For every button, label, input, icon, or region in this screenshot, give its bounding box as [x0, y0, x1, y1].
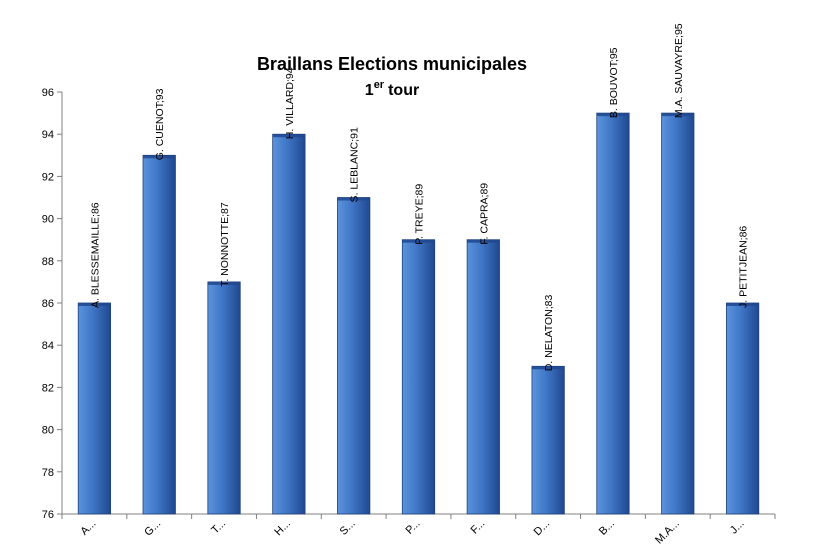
subtitle-superscript: er	[374, 79, 385, 91]
bar	[272, 133, 306, 515]
data-label: G. CUENOT;93	[154, 88, 166, 160]
bar	[661, 112, 695, 515]
bar	[77, 302, 112, 515]
y-tick-label: 92	[42, 171, 54, 183]
bar-cap	[143, 155, 176, 159]
data-label: B. BOUVOT;95	[608, 47, 620, 118]
bar	[401, 239, 436, 515]
bar	[466, 239, 500, 515]
y-tick-label: 80	[42, 425, 54, 437]
x-tick-label: F...	[469, 518, 488, 537]
bar	[531, 365, 565, 515]
bar-cap	[726, 303, 759, 306]
y-tick-label: 96	[42, 87, 54, 99]
x-tick-label: P...	[403, 518, 422, 537]
bar-cap	[337, 197, 370, 201]
data-labels: A. BLESSEMAILLE;86 G. CUENOT;93 T. NONNOTT…	[89, 23, 749, 371]
bar-cap	[467, 239, 500, 243]
bar	[207, 281, 241, 515]
data-label: J. PETITJEAN;86	[738, 226, 750, 308]
y-tick-label: 82	[42, 382, 54, 394]
data-label: D. NELATON;83	[543, 295, 555, 372]
data-label: T. NONNOTTE;87	[219, 202, 231, 287]
y-tick-label: 84	[42, 340, 54, 352]
y-axis: 76 78 80 82 84 86 88 90 92 94 96	[42, 87, 63, 521]
x-tick-label: H...	[272, 518, 293, 539]
bar-cap	[596, 113, 630, 117]
y-tick-label: 90	[42, 214, 54, 226]
y-tick-label: 94	[42, 129, 54, 141]
bar-cap	[402, 239, 435, 243]
x-tick-label: D...	[532, 518, 553, 539]
chart-title: Braillans Elections municipales	[257, 54, 527, 74]
data-label: H. VILLARD;94	[284, 67, 296, 139]
bars	[77, 112, 760, 515]
bar-cap	[207, 281, 241, 285]
bar	[725, 302, 760, 515]
bar-cap	[272, 134, 306, 138]
bar	[337, 197, 371, 515]
chart-subtitle: 1er tour	[365, 79, 419, 99]
data-label: A. BLESSEMAILLE;86	[89, 202, 101, 308]
x-tick-label: M.A...	[653, 518, 682, 547]
x-tick-label: B...	[597, 518, 617, 538]
bar-cap	[531, 366, 565, 370]
bar	[596, 112, 630, 515]
data-label: S. LEBLANC;91	[349, 127, 361, 202]
data-label: F. CAPRA;89	[478, 183, 490, 245]
x-axis: A... G... T... H... S... P... F... D... B... M.A.…	[61, 513, 776, 547]
x-tick-label: T...	[209, 518, 228, 537]
y-tick-label: 88	[42, 256, 54, 268]
subtitle-number: 1	[365, 82, 374, 99]
x-tick-label: J...	[728, 518, 747, 537]
x-tick-label: A...	[78, 518, 98, 538]
bar-cap	[78, 303, 111, 306]
data-label: P. TREYE;89	[414, 184, 426, 245]
y-tick-label: 76	[42, 509, 54, 521]
bar-cap	[661, 113, 694, 117]
bar	[142, 154, 176, 515]
x-tick-label: G...	[142, 518, 163, 539]
data-label: M.A. SAUVAYRE;95	[673, 23, 685, 118]
y-tick-label: 78	[42, 467, 54, 479]
y-tick-label: 86	[42, 298, 54, 310]
x-tick-label: S...	[338, 518, 358, 538]
subtitle-word: tour	[388, 82, 419, 99]
